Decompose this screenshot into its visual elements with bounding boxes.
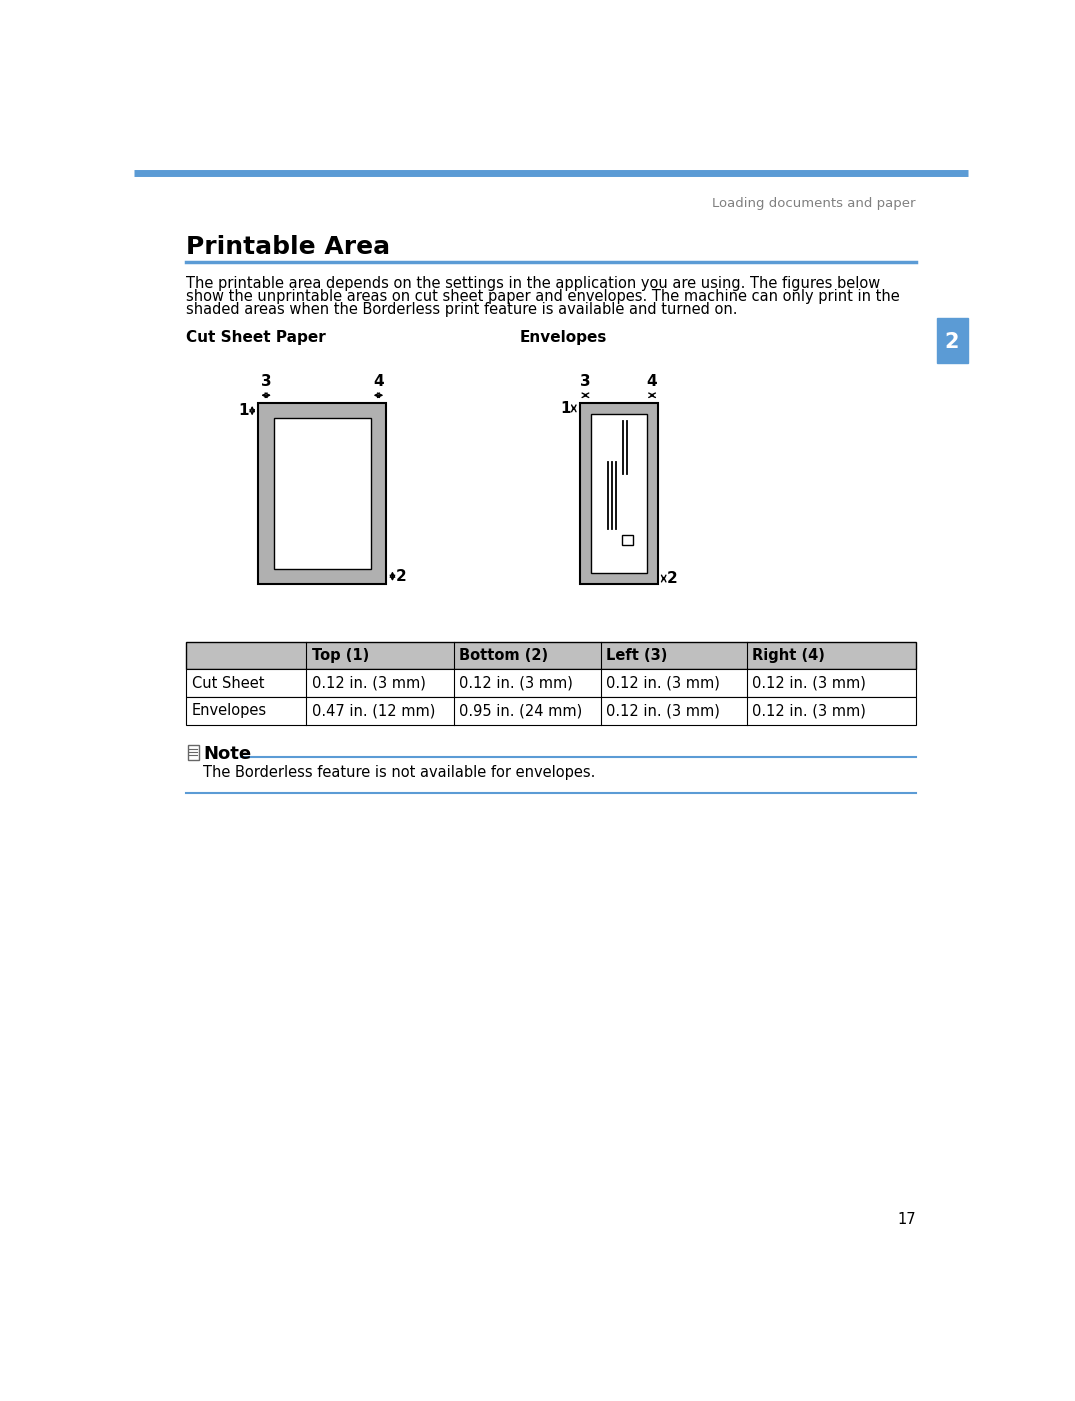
Text: 0.12 in. (3 mm): 0.12 in. (3 mm) xyxy=(752,703,866,719)
Bar xyxy=(188,745,199,761)
Text: 0.12 in. (3 mm): 0.12 in. (3 mm) xyxy=(312,675,426,691)
Text: Loading documents and paper: Loading documents and paper xyxy=(712,198,916,210)
Bar xyxy=(580,403,658,584)
Text: Note: Note xyxy=(203,745,252,764)
Text: 0.12 in. (3 mm): 0.12 in. (3 mm) xyxy=(459,675,573,691)
Bar xyxy=(186,670,916,698)
Text: shaded areas when the Borderless print feature is available and turned on.: shaded areas when the Borderless print f… xyxy=(186,303,737,317)
Text: 0.47 in. (12 mm): 0.47 in. (12 mm) xyxy=(312,703,435,719)
Text: Top (1): Top (1) xyxy=(312,649,369,663)
Text: 0.12 in. (3 mm): 0.12 in. (3 mm) xyxy=(606,703,720,719)
Text: 0.12 in. (3 mm): 0.12 in. (3 mm) xyxy=(752,675,866,691)
Bar xyxy=(186,642,916,670)
Text: Bottom (2): Bottom (2) xyxy=(459,649,548,663)
Bar xyxy=(258,403,386,584)
Text: The Borderless feature is not available for envelopes.: The Borderless feature is not available … xyxy=(203,765,596,780)
Text: Envelopes: Envelopes xyxy=(519,329,607,345)
Text: show the unprintable areas on cut sheet paper and envelopes. The machine can onl: show the unprintable areas on cut sheet … xyxy=(186,289,900,304)
Text: 0.95 in. (24 mm): 0.95 in. (24 mm) xyxy=(459,703,583,719)
Bar xyxy=(274,419,371,569)
Text: 3: 3 xyxy=(261,374,271,389)
Text: 4: 4 xyxy=(647,374,658,389)
Bar xyxy=(936,318,968,363)
Text: 1: 1 xyxy=(239,403,249,417)
Text: 2: 2 xyxy=(945,332,959,352)
Text: 17: 17 xyxy=(897,1212,916,1227)
Bar xyxy=(591,413,647,573)
Bar xyxy=(621,535,633,545)
Bar xyxy=(186,698,916,724)
Text: 4: 4 xyxy=(373,374,384,389)
Text: 2: 2 xyxy=(666,572,677,586)
Text: Printable Area: Printable Area xyxy=(186,235,390,259)
Text: Cut Sheet: Cut Sheet xyxy=(191,675,264,691)
Text: Right (4): Right (4) xyxy=(752,649,825,663)
Text: Cut Sheet Paper: Cut Sheet Paper xyxy=(186,329,326,345)
Text: 0.12 in. (3 mm): 0.12 in. (3 mm) xyxy=(606,675,720,691)
Text: The printable area depends on the settings in the application you are using. The: The printable area depends on the settin… xyxy=(186,276,880,291)
Text: 2: 2 xyxy=(396,569,406,584)
Text: 1: 1 xyxy=(560,401,571,416)
Text: Envelopes: Envelopes xyxy=(191,703,267,719)
Text: 3: 3 xyxy=(580,374,591,389)
Text: Left (3): Left (3) xyxy=(606,649,668,663)
